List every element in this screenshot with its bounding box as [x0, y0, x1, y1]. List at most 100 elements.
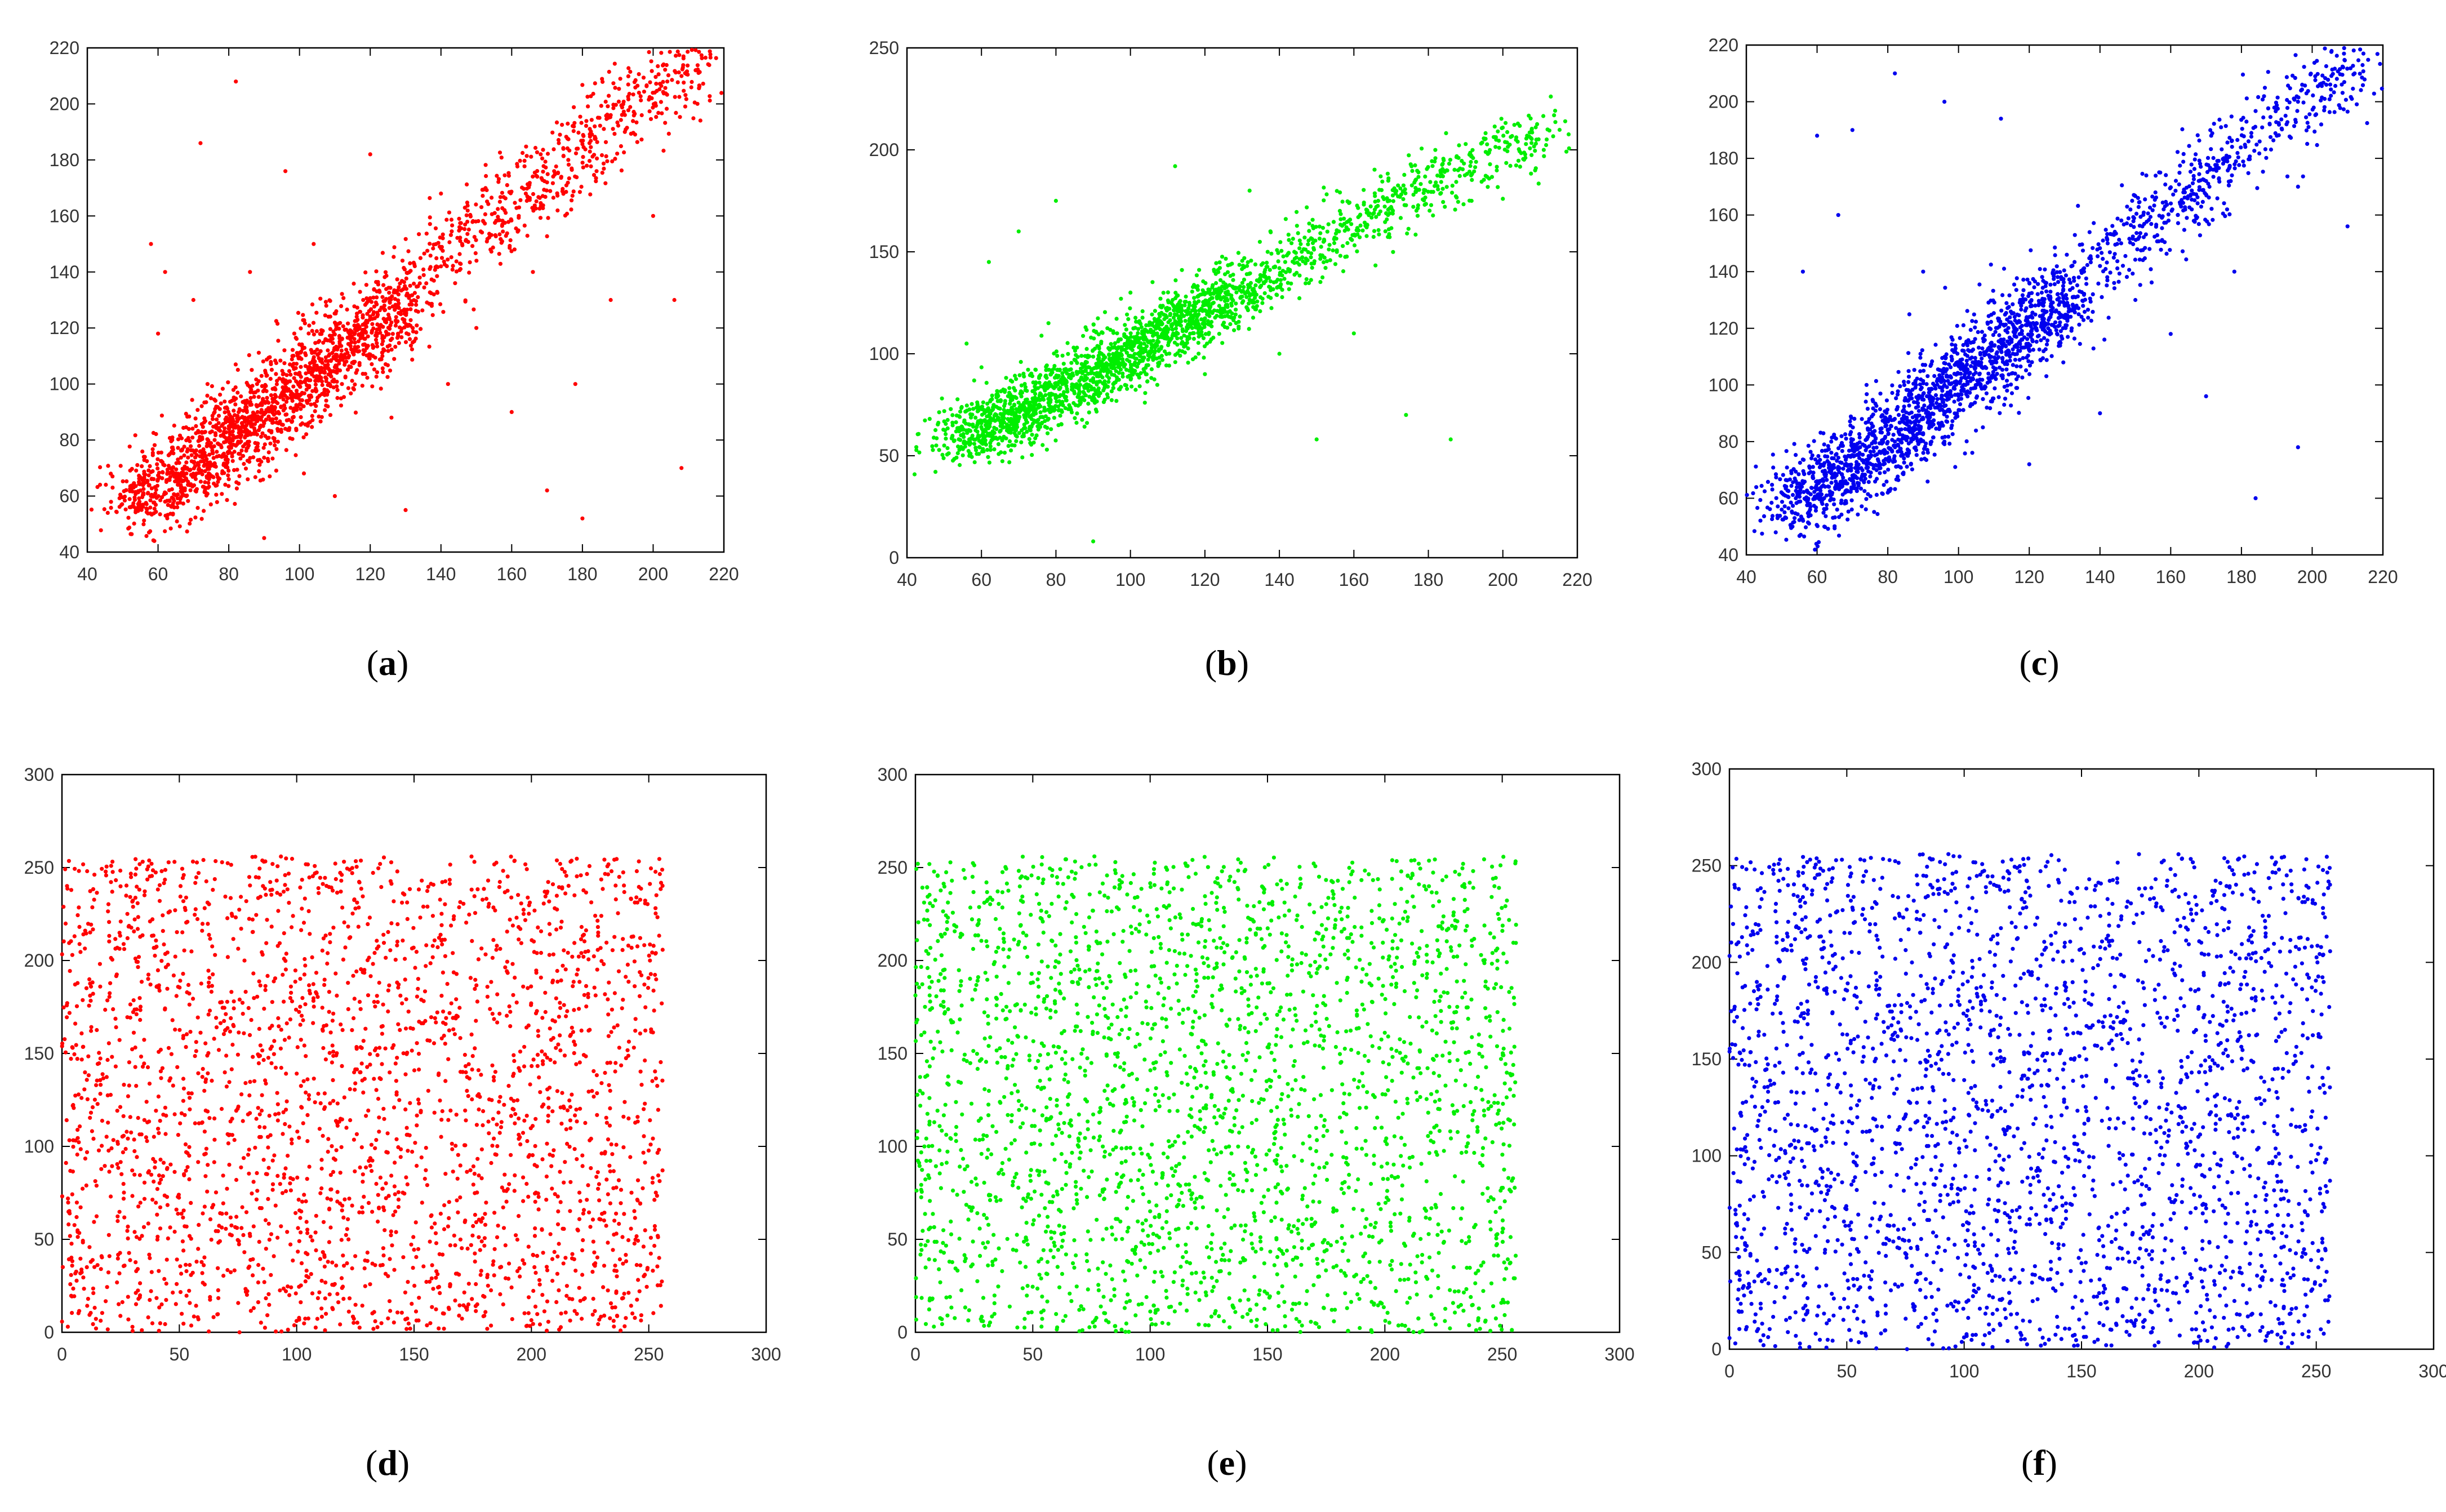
data-point — [531, 175, 535, 179]
data-point — [1282, 277, 1286, 281]
data-point — [2225, 207, 2229, 211]
data-point — [282, 389, 286, 393]
data-point — [334, 309, 338, 313]
data-point — [161, 470, 164, 474]
data-point — [109, 506, 113, 510]
data-point — [988, 441, 992, 445]
data-point — [1428, 180, 1432, 184]
x-tick-label: 180 — [1413, 570, 1443, 590]
data-point — [555, 121, 559, 124]
data-point — [1268, 268, 1272, 272]
data-point — [1083, 325, 1087, 329]
data-point — [324, 376, 328, 380]
data-point — [1060, 410, 1064, 414]
data-point — [224, 455, 228, 459]
data-point — [1318, 231, 1322, 235]
data-point — [661, 149, 665, 153]
data-point — [441, 310, 445, 314]
data-point — [1189, 324, 1193, 328]
data-point — [1004, 376, 1008, 380]
data-point — [541, 148, 545, 152]
data-point — [588, 159, 592, 163]
data-point — [339, 403, 343, 407]
x-tick-label: 200 — [2297, 567, 2327, 587]
data-point — [1062, 362, 1066, 366]
data-point — [539, 152, 542, 156]
data-point — [323, 370, 327, 374]
data-point — [138, 475, 142, 479]
data-point — [1794, 453, 1798, 457]
data-point — [300, 381, 304, 385]
data-point — [181, 470, 185, 474]
data-point — [976, 410, 980, 413]
data-point — [210, 384, 214, 388]
data-point — [1315, 437, 1319, 441]
data-point — [255, 403, 259, 407]
data-point — [296, 311, 300, 315]
data-point — [128, 505, 132, 509]
data-point — [1118, 388, 1122, 392]
data-point — [277, 411, 281, 415]
data-point — [933, 428, 937, 432]
data-point — [274, 469, 278, 473]
data-point — [1115, 331, 1119, 335]
data-point — [1033, 368, 1037, 372]
data-point — [1433, 148, 1437, 152]
data-point — [1126, 340, 1129, 344]
data-point — [1180, 304, 1184, 308]
data-point — [1529, 141, 1533, 145]
data-point — [1403, 192, 1407, 195]
data-point — [435, 290, 439, 294]
data-point — [185, 530, 189, 533]
data-point — [404, 340, 408, 344]
data-point — [438, 244, 442, 248]
data-point — [1102, 368, 1106, 372]
data-point — [1359, 224, 1363, 228]
data-point — [1065, 398, 1069, 402]
data-point — [619, 144, 623, 148]
data-point — [1391, 250, 1395, 254]
data-point — [234, 79, 238, 83]
data-point — [392, 357, 396, 361]
data-point — [351, 386, 355, 390]
data-point — [197, 430, 201, 434]
data-point — [264, 411, 268, 415]
data-point — [1197, 268, 1201, 272]
data-point — [479, 229, 483, 233]
data-point — [923, 419, 927, 423]
data-point — [969, 416, 973, 420]
data-point — [2073, 233, 2077, 237]
data-point — [1398, 195, 1402, 199]
data-point — [163, 514, 167, 518]
data-point — [1496, 130, 1500, 134]
data-point — [1529, 172, 1533, 176]
data-point — [1014, 439, 1018, 443]
data-point — [274, 395, 278, 399]
data-point — [1318, 253, 1322, 257]
data-point — [190, 435, 194, 439]
data-point — [341, 296, 345, 300]
data-point — [375, 295, 379, 299]
data-point — [1049, 410, 1053, 413]
data-point — [408, 284, 412, 288]
data-point — [581, 155, 585, 159]
data-point — [576, 131, 580, 135]
data-point — [644, 83, 648, 87]
data-point — [1452, 168, 1456, 172]
data-point — [1143, 401, 1147, 404]
data-point — [180, 436, 184, 440]
data-point — [147, 473, 151, 477]
data-point — [1322, 198, 1326, 202]
data-point — [1458, 174, 1462, 178]
data-point — [1383, 220, 1387, 224]
data-point — [544, 159, 548, 163]
data-point — [1405, 232, 1409, 235]
data-point — [509, 217, 513, 221]
data-point — [525, 186, 529, 190]
data-point — [441, 233, 445, 237]
data-point — [1133, 316, 1137, 320]
data-point — [259, 478, 263, 482]
data-point — [225, 498, 229, 502]
data-point — [375, 322, 379, 326]
data-point — [246, 477, 250, 481]
